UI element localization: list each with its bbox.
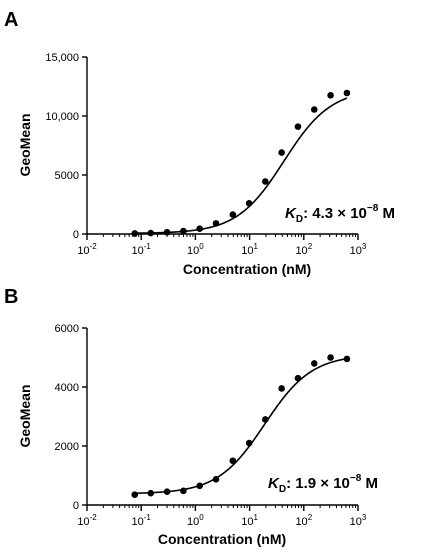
panel-b-y-axis-title: GeoMean bbox=[17, 384, 33, 447]
panel-b-kd-mantissa: : 1.9 × 10 bbox=[286, 475, 350, 492]
panel-a-data-point bbox=[262, 178, 269, 185]
panel-a-data-point bbox=[327, 92, 334, 99]
panel-a-x-tick-label: 10-2 bbox=[77, 242, 97, 257]
panel-a-kd-subscript: D bbox=[296, 214, 303, 225]
panel-a-y-tick-label: 10,000 bbox=[45, 111, 79, 123]
panel-a-data-point bbox=[310, 106, 318, 113]
panel-a-kd-unit: M bbox=[378, 205, 395, 222]
panel-b-data-point bbox=[229, 457, 237, 465]
panel-a-kd-mantissa: : 4.3 × 10 bbox=[303, 205, 367, 222]
panel-b-x-tick-label: 103 bbox=[350, 513, 367, 528]
panel-b-x-tick-label: 101 bbox=[241, 513, 258, 528]
panel-b-data-point bbox=[147, 489, 155, 497]
panel-a-y-tick-label: 5000 bbox=[55, 170, 79, 182]
panel-b-x-tick-label: 102 bbox=[295, 513, 312, 528]
panel-b-y-tick-label: 2000 bbox=[55, 441, 79, 453]
panel-b-data-point bbox=[180, 487, 187, 495]
panel-b-x-axis-title: Concentration (nM) bbox=[158, 531, 286, 547]
panel-b-fit-curve bbox=[134, 357, 348, 495]
panel-b-kd-label: KD: 1.9 × 10−8 M bbox=[268, 473, 378, 495]
panel-a-y-tick-label: 0 bbox=[73, 229, 79, 241]
panel-b-data-point bbox=[343, 355, 351, 363]
panel-b-data-point bbox=[262, 416, 269, 423]
panel-a-y-axis-title: GeoMean bbox=[17, 113, 33, 176]
panel-b-data-point bbox=[294, 374, 302, 382]
panel-a-kd-symbol: K bbox=[285, 205, 297, 222]
panel-a-y-tick-label: 15,000 bbox=[45, 52, 79, 64]
panel-a-data-point bbox=[245, 200, 253, 207]
panel-a-x-tick-label: 100 bbox=[187, 242, 204, 257]
panel-b-data-point bbox=[163, 488, 171, 496]
panel-b-kd-unit: M bbox=[361, 475, 378, 492]
panel-b-data-point bbox=[245, 439, 253, 447]
panel-b-y-ticks: 0 2000 4000 6000 bbox=[55, 323, 87, 512]
panel-b-data-point bbox=[278, 385, 285, 392]
panel-b-x-tick-label: 10-1 bbox=[132, 513, 152, 528]
panel-b-kd-exponent: −8 bbox=[350, 473, 362, 484]
panel-b-data-point bbox=[310, 360, 318, 367]
panel-letter-a: A bbox=[4, 9, 18, 31]
panel-a-data-point bbox=[229, 211, 237, 218]
panel-b-y-tick-label: 0 bbox=[73, 500, 79, 512]
panel-b-data-points bbox=[131, 354, 351, 498]
panel-b-data-point bbox=[327, 354, 334, 361]
panel-a-data-points bbox=[131, 89, 351, 237]
panel-a-chart: A 0 5000 10,000 15,000 10-2 10-1 100 101 102 103… bbox=[4, 9, 395, 277]
panel-letter-b: B bbox=[4, 286, 18, 308]
panel-b-y-tick-label: 4000 bbox=[55, 382, 79, 394]
panel-a-data-point bbox=[147, 229, 155, 237]
panel-a-data-point bbox=[278, 149, 285, 156]
panel-a-data-point bbox=[343, 89, 351, 97]
panel-b-kd-symbol: K bbox=[268, 475, 280, 492]
panel-a-data-point bbox=[180, 227, 187, 235]
panel-a-data-point bbox=[294, 123, 302, 130]
panel-b-x-ticks: 10-2 10-1 100 101 102 103 bbox=[77, 505, 367, 528]
panel-a-y-ticks: 0 5000 10,000 15,000 bbox=[45, 52, 87, 241]
panel-a-kd-label: KD: 4.3 × 10−8 M bbox=[285, 203, 395, 225]
panel-a-x-tick-label: 10-1 bbox=[132, 242, 152, 257]
panel-b-chart: B 0 2000 4000 6000 10-2 10-1 100 101 102 103 Geo… bbox=[4, 286, 378, 547]
panel-b-x-tick-label: 100 bbox=[187, 513, 204, 528]
panel-a-x-tick-label: 101 bbox=[241, 242, 258, 257]
panel-a-x-axis-title: Concentration (nM) bbox=[183, 261, 311, 277]
panel-a-data-point bbox=[196, 225, 203, 232]
panel-b-x-tick-label: 10-2 bbox=[77, 513, 97, 528]
panel-b-data-point bbox=[196, 482, 203, 490]
panel-b-data-point bbox=[212, 476, 220, 483]
panel-b-data-point bbox=[131, 491, 139, 498]
panel-a-x-tick-label: 102 bbox=[295, 242, 312, 257]
panel-b-y-tick-label: 6000 bbox=[55, 323, 79, 335]
panel-b-kd-subscript: D bbox=[279, 484, 286, 495]
panel-a-x-tick-label: 103 bbox=[350, 242, 367, 257]
panel-a-x-ticks: 10-2 10-1 100 101 102 103 bbox=[77, 234, 367, 257]
panel-a-kd-exponent: −8 bbox=[367, 203, 379, 214]
panel-a-data-point bbox=[212, 220, 220, 227]
